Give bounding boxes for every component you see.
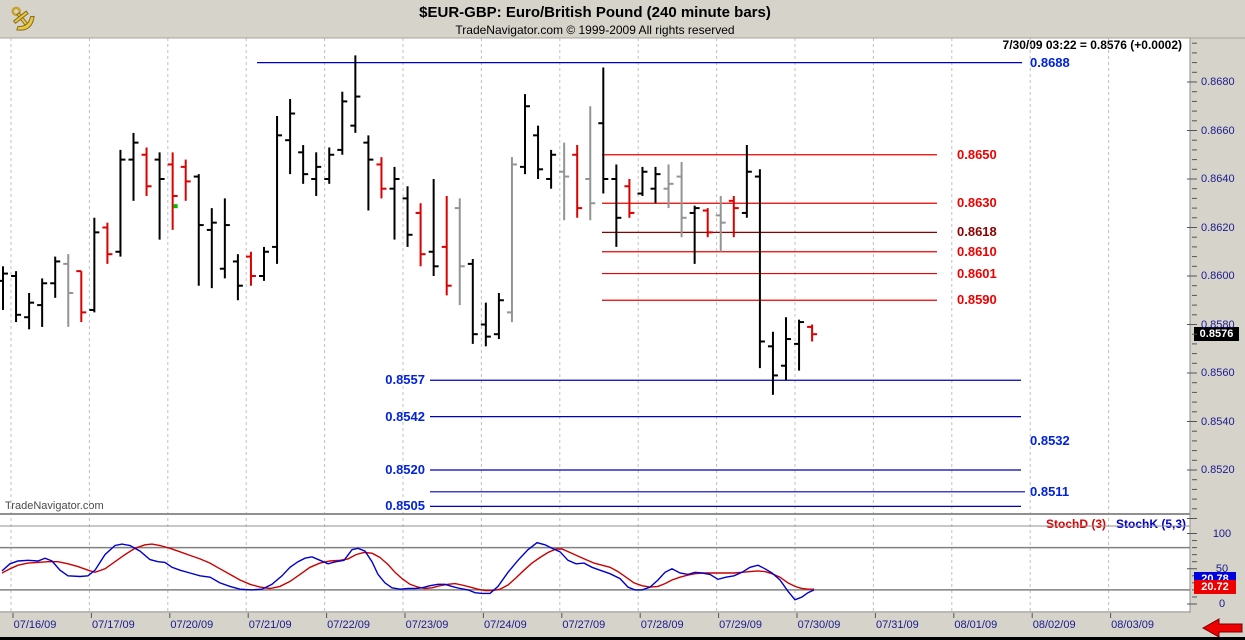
window-bottom-border — [0, 637, 1245, 640]
date-label: 08/01/09 — [954, 619, 998, 631]
level-label-blue: 0.8511 — [1030, 483, 1070, 499]
date-label: 07/27/09 — [562, 619, 606, 631]
level-label-red: 0.8590 — [957, 292, 997, 308]
date-label: 07/29/09 — [719, 619, 762, 631]
price-tick-label: 0.8640 — [1201, 173, 1235, 185]
level-label-blue: 0.8688 — [1030, 54, 1070, 70]
stoch-tick-label: 50 — [1215, 562, 1229, 575]
price-tick-label: 0.8660 — [1201, 124, 1235, 137]
level-label-blue: 0.8520 — [385, 462, 425, 477]
stochk-indicator-label: StochK (5,3) — [1115, 517, 1186, 531]
stoch-tick-label: 100 — [1212, 527, 1232, 540]
current-price-badge: 0.8576 — [1194, 327, 1239, 341]
watermark: TradeNavigator.com — [5, 500, 104, 512]
tradenavigator-logo-icon — [11, 6, 35, 31]
chart-subtitle: TradeNavigator.com © 1999-2009 All right… — [455, 23, 735, 37]
level-label-red: 0.8618 — [957, 224, 997, 240]
stochd-value-badge: 20.72 — [1194, 580, 1236, 594]
date-label: 07/31/09 — [875, 619, 919, 631]
price-tick-label: 0.8680 — [1201, 76, 1235, 88]
price-tick-label: 0.8540 — [1201, 415, 1235, 428]
level-label-red: 0.8650 — [957, 146, 997, 162]
chart-plot-area[interactable] — [0, 38, 1190, 613]
date-label: 08/03/09 — [1111, 619, 1154, 631]
level-label-blue: 0.8532 — [1030, 432, 1070, 448]
level-label-blue: 0.8542 — [385, 408, 425, 424]
price-tick-label: 0.8620 — [1201, 221, 1235, 234]
stochd-curve — [1, 543, 814, 592]
last-quote-info: 7/30/09 03:22 = 0.8576 (+0.0002) — [1002, 38, 1182, 52]
date-label: 07/16/09 — [13, 619, 57, 631]
price-tick-label: 0.8600 — [1201, 270, 1235, 282]
date-label: 07/20/09 — [170, 619, 214, 631]
level-label-red: 0.8630 — [957, 195, 997, 211]
green-marker — [173, 204, 178, 209]
stochd-indicator-label: StochD (3) — [1046, 517, 1106, 531]
stochk-curve — [1, 541, 815, 601]
level-label-red: 0.8610 — [957, 243, 997, 259]
price-tick-label: 0.8520 — [1201, 464, 1235, 476]
date-label: 07/24/09 — [483, 619, 527, 631]
stoch-tick-label: 0 — [1218, 598, 1226, 610]
date-label: 07/21/09 — [248, 619, 292, 631]
level-label-red: 0.8601 — [957, 265, 997, 281]
price-tick-label: 0.8580 — [1201, 318, 1235, 331]
level-label-blue: 0.8505 — [385, 498, 425, 514]
date-label: 07/23/09 — [405, 619, 449, 631]
price-tick-label: 0.8560 — [1201, 367, 1235, 379]
chart-title: $EUR-GBP: Euro/British Pound (240 minute… — [419, 4, 771, 21]
date-label: 07/28/09 — [640, 619, 684, 631]
date-label: 07/17/09 — [91, 619, 135, 631]
level-label-blue: 0.8557 — [385, 372, 425, 388]
date-label: 07/30/09 — [797, 619, 841, 631]
scroll-left-arrow-icon[interactable] — [1200, 618, 1244, 638]
date-label: 07/22/09 — [327, 619, 370, 631]
date-label: 08/02/09 — [1032, 619, 1076, 631]
